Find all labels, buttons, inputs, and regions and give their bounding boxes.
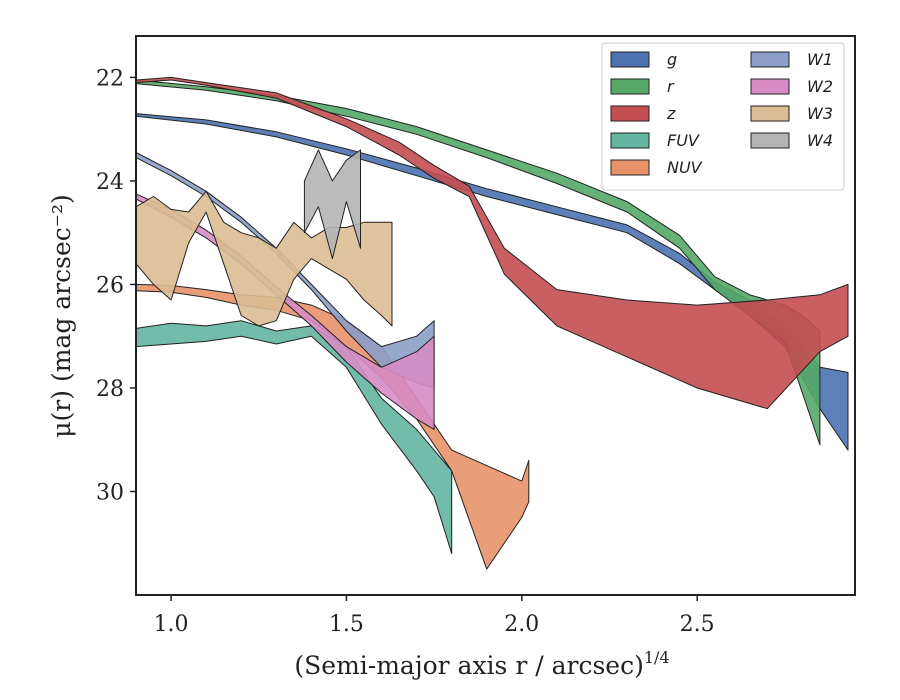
x-axis-label-text: (Semi-major axis r / arcsec) xyxy=(294,651,643,680)
series-band-z xyxy=(136,76,849,410)
legend: grz FUV NUV W1 W2 W3 W4 xyxy=(601,42,845,191)
legend-label-g: g xyxy=(667,50,677,69)
x-tick-label: 1.5 xyxy=(329,612,364,637)
legend-label-nuv: NUV xyxy=(667,158,703,177)
y-tick-label: 28 xyxy=(96,377,124,402)
series-band-w4 xyxy=(303,149,361,260)
series-band-fuv xyxy=(136,320,453,555)
x-tick-label: 2.0 xyxy=(504,612,539,637)
legend-swatch-fuv xyxy=(610,132,650,149)
x-axis-label: (Semi-major axis r / arcsec)1/4 xyxy=(294,648,669,680)
y-tick-label: 24 xyxy=(96,170,124,195)
legend-swatch-z xyxy=(610,105,650,122)
legend-entries: grz FUV NUV W1 W2 W3 W4 xyxy=(610,50,833,177)
y-tick-label: 22 xyxy=(96,66,124,91)
legend-label-w1: W1 xyxy=(807,50,833,69)
y-tick-label: 26 xyxy=(96,273,124,298)
legend-label-w4: W4 xyxy=(807,131,833,150)
legend-label-z: z xyxy=(666,104,676,123)
x-axis: 1.0 1.5 2.0 2.5 xyxy=(154,595,715,637)
legend-swatch-w4 xyxy=(750,132,790,149)
x-tick-label: 1.0 xyxy=(154,612,189,637)
series-layer xyxy=(136,76,849,570)
x-axis-label-exponent: 1/4 xyxy=(644,648,670,667)
legend-swatch-w2 xyxy=(750,78,790,95)
legend-label-w2: W2 xyxy=(807,77,833,96)
legend-label-fuv: FUV xyxy=(667,131,700,150)
plot-frame xyxy=(135,35,856,596)
y-axis-label: μ(r) (mag arcsec⁻²) xyxy=(47,194,76,437)
legend-swatch-w1 xyxy=(750,51,790,68)
series-band-g xyxy=(136,113,849,451)
series-band-w3 xyxy=(136,190,393,327)
legend-swatch-nuv xyxy=(610,159,650,176)
legend-label-r: r xyxy=(667,77,675,96)
y-tick-label: 30 xyxy=(96,480,124,505)
legend-swatch-g xyxy=(610,51,650,68)
legend-label-w3: W3 xyxy=(807,104,833,123)
y-axis: 22 24 26 28 30 xyxy=(96,66,136,505)
x-tick-label: 2.5 xyxy=(680,612,715,637)
series-band-r xyxy=(136,79,821,446)
legend-swatch-r xyxy=(610,78,650,95)
legend-swatch-w3 xyxy=(750,105,790,122)
